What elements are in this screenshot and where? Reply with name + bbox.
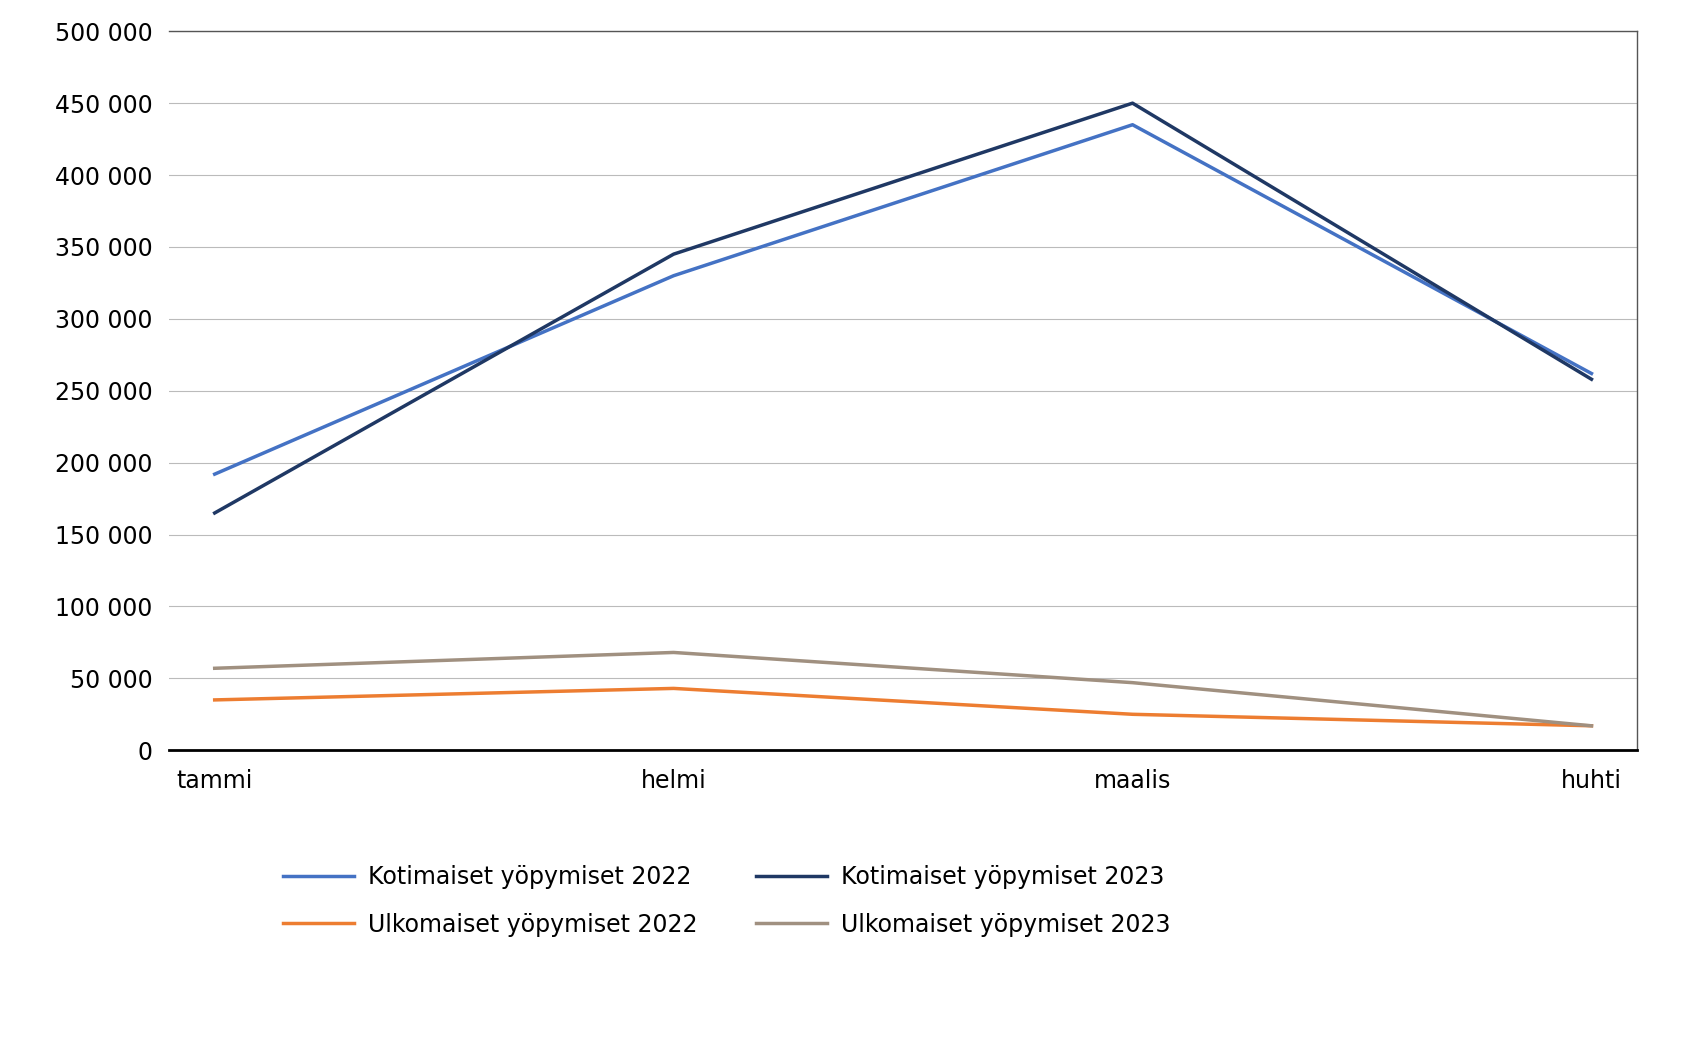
Legend: Kotimaiset yöpymiset 2022, Ulkomaiset yöpymiset 2022, Kotimaiset yöpymiset 2023,: Kotimaiset yöpymiset 2022, Ulkomaiset yö… <box>273 855 1180 946</box>
